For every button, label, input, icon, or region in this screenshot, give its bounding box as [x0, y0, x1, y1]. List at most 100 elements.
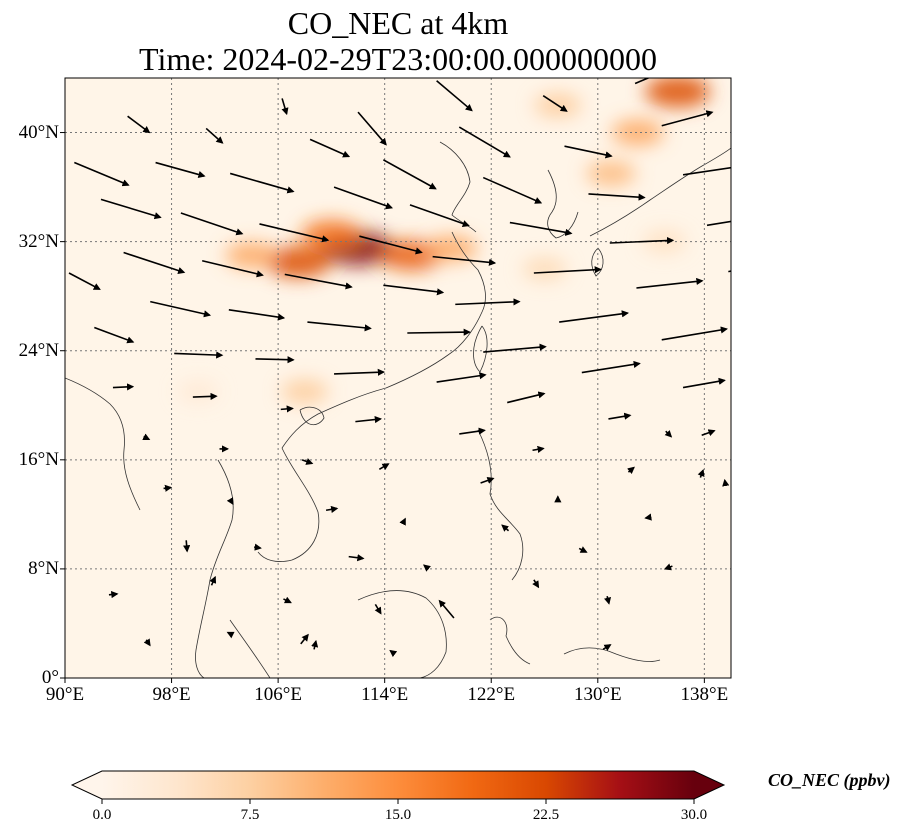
- wind-arrow-34: [309, 138, 351, 158]
- lon-tick-label: 130°E: [573, 684, 622, 705]
- wind-arrow-50: [507, 391, 546, 404]
- wind-arrow-8: [254, 543, 262, 551]
- wind-arrow-51: [532, 445, 545, 453]
- wind-arrow-92: [311, 639, 319, 650]
- wind-arrow-31: [423, 564, 431, 572]
- wind-arrow-60: [559, 310, 629, 323]
- wind-arrow-12: [155, 161, 206, 178]
- lon-tick-label: 98°E: [152, 684, 191, 705]
- wind-arrow-84: [112, 383, 135, 391]
- colorbar-tick-label: 30.0: [680, 807, 708, 823]
- coastline-taiwan: [473, 325, 488, 373]
- wind-arrow-94: [602, 644, 612, 651]
- wind-arrow-93: [389, 649, 398, 658]
- wind-arrow-44: [357, 111, 387, 146]
- coastline-borneo: [357, 590, 447, 678]
- wind-arrow-61: [581, 360, 641, 374]
- coastline-new-guinea: [563, 647, 661, 662]
- wind-arrow-71: [661, 326, 728, 341]
- map-title: CO_NEC at 4km: [287, 5, 509, 41]
- wind-arrow-78: [706, 220, 731, 227]
- co-plume-6: [645, 78, 711, 108]
- wind-arrow-27: [334, 368, 386, 376]
- wind-arrow-67: [564, 145, 613, 159]
- coastline-hainan: [299, 406, 325, 426]
- coastline-vietnam: [257, 447, 320, 562]
- coastline-japan: [589, 147, 731, 237]
- colorbar-extend-low: [72, 771, 102, 799]
- wind-arrow-57: [482, 176, 543, 204]
- wind-arrow-47: [432, 255, 497, 266]
- wind-arrow-45: [382, 159, 437, 190]
- wind-arrow-13: [180, 212, 244, 236]
- coastline-kyushu: [591, 247, 604, 277]
- wind-arrow-43: [532, 579, 540, 589]
- wind-arrow-22: [205, 127, 224, 144]
- wind-arrow-48: [455, 298, 521, 306]
- colorbar-tick-label: 15.0: [384, 807, 412, 823]
- lat-tick-label: 0°: [41, 667, 59, 688]
- colorbar-tick-marks: [101, 799, 695, 804]
- wind-arrow-42: [501, 524, 510, 532]
- co-plume-12: [178, 380, 219, 403]
- wind-arrow-33: [281, 98, 289, 116]
- wind-arrow-39: [436, 372, 487, 383]
- wind-arrow-4: [174, 351, 224, 359]
- lat-tick-label: 24°N: [18, 339, 59, 361]
- co-plume-5: [225, 242, 278, 269]
- wind-arrow-83: [94, 326, 135, 344]
- wind-arrow-0: [74, 161, 130, 187]
- wind-arrow-19: [325, 505, 339, 513]
- wind-arrow-72: [682, 377, 726, 389]
- colorbar-tick-label: 0.0: [92, 807, 112, 823]
- lat-tick-label: 40°N: [18, 121, 59, 143]
- wind-arrow-17: [280, 405, 294, 413]
- coastline-china: [281, 231, 486, 449]
- wind-arrow-1: [100, 198, 162, 220]
- wind-arrow-88: [209, 575, 217, 586]
- colorbar-extend-high: [694, 771, 724, 799]
- co-plume-7: [611, 119, 664, 146]
- wind-arrow-28: [355, 415, 383, 424]
- lon-tick-label: 90°E: [45, 684, 85, 705]
- co-plume-3: [301, 220, 362, 250]
- wind-arrow-7: [226, 497, 234, 506]
- wind-arrow-59: [533, 266, 602, 274]
- wind-arrow-81: [697, 468, 705, 478]
- wind-arrow-5: [192, 392, 218, 401]
- wind-arrow-30: [399, 517, 406, 526]
- wind-arrow-66: [542, 95, 568, 112]
- wind-arrow-23: [229, 172, 295, 194]
- wind-arrow-55: [436, 80, 473, 112]
- wind-arrow-73: [701, 429, 716, 437]
- wind-arrow-26: [307, 321, 372, 332]
- wind-arrow-9: [283, 596, 292, 604]
- coastline-sulawesi: [489, 616, 531, 665]
- wind-arrow-14: [202, 259, 264, 278]
- wind-arrow-35: [333, 186, 394, 210]
- wind-arrow-79: [728, 270, 731, 273]
- co-plume-10: [522, 257, 567, 281]
- map-frame: [64, 77, 732, 679]
- wind-arrow-11: [127, 115, 151, 134]
- wind-arrow-58: [509, 221, 573, 236]
- wind-arrow-2: [123, 251, 186, 274]
- wind-arrow-82: [68, 272, 101, 290]
- co-concentration-field: [178, 78, 711, 404]
- lat-tick-label: 8°N: [28, 557, 59, 579]
- wind-arrow-80: [664, 429, 673, 438]
- wind-arrow-37: [383, 284, 445, 296]
- wind-arrow-10: [300, 633, 309, 645]
- wind-arrow-38: [407, 328, 471, 336]
- coastline-philippines: [477, 429, 524, 581]
- wind-arrow-74: [722, 478, 730, 487]
- co-plume-13: [643, 230, 686, 253]
- wind-arrow-68: [588, 193, 646, 201]
- wind-arrow-87: [183, 540, 191, 553]
- wind-arrow-85: [142, 433, 151, 441]
- colorbar-gradient: [102, 771, 694, 799]
- wind-arrow-90: [108, 590, 119, 599]
- co-plume-1: [265, 246, 331, 278]
- wind-arrow-25: [284, 273, 353, 290]
- coastline-bay-bengal: [65, 377, 141, 511]
